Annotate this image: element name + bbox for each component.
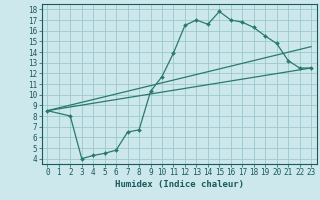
X-axis label: Humidex (Indice chaleur): Humidex (Indice chaleur) [115, 180, 244, 189]
